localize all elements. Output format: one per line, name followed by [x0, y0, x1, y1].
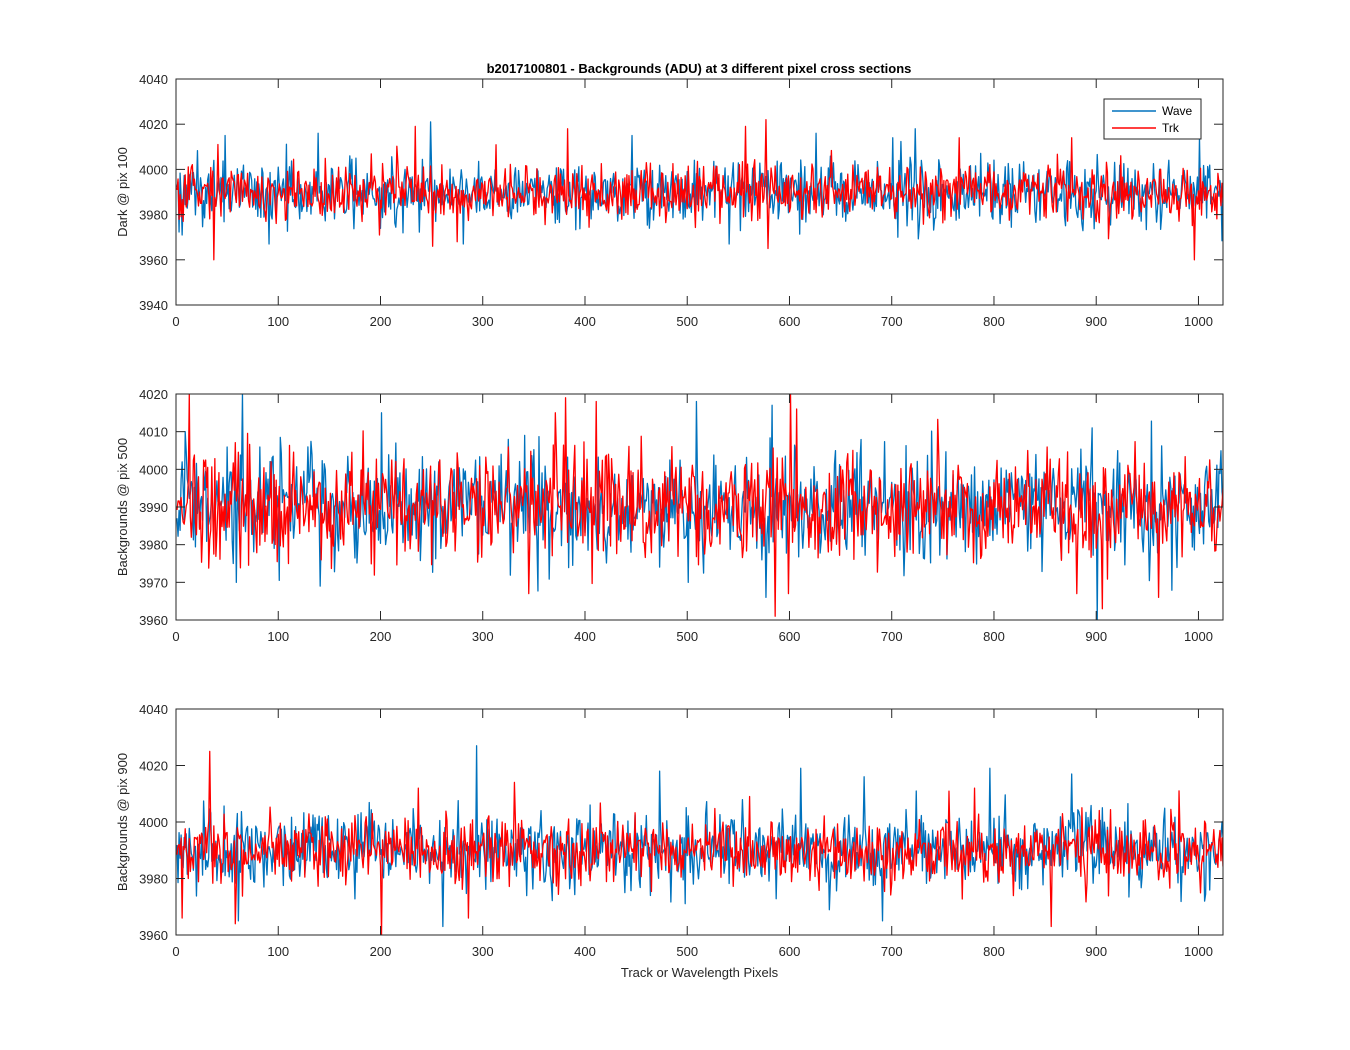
x-tick-label: 100	[267, 944, 289, 959]
y-tick-label: 3940	[139, 298, 168, 313]
x-tick-label: 0	[172, 629, 179, 644]
x-tick-label: 200	[370, 629, 392, 644]
y-tick-label: 4020	[139, 387, 168, 402]
y-tick-label: 3960	[139, 613, 168, 628]
legend: Wave Trk	[1103, 98, 1202, 140]
x-tick-label: 700	[881, 314, 903, 329]
y-tick-label: 3970	[139, 575, 168, 590]
x-tick-label: 200	[370, 944, 392, 959]
x-axis-label: Track or Wavelength Pixels	[621, 965, 779, 980]
x-tick-label: 0	[172, 944, 179, 959]
x-tick-label: 800	[983, 629, 1005, 644]
x-tick-label: 800	[983, 314, 1005, 329]
x-tick-label: 0	[172, 314, 179, 329]
figure-title: b2017100801 - Backgrounds (ADU) at 3 dif…	[487, 61, 912, 76]
y-tick-label: 3960	[139, 928, 168, 943]
x-tick-label: 1000	[1184, 314, 1213, 329]
x-tick-label: 1000	[1184, 629, 1213, 644]
subplot-dark-pix-100: 0 100 200 300 400 500 600 700 800 900 1000 3940 3960…	[115, 72, 1224, 329]
x-tick-label: 200	[370, 314, 392, 329]
series-group	[176, 745, 1223, 935]
x-tick-label: 900	[1085, 944, 1107, 959]
x-tick-label: 100	[267, 314, 289, 329]
y-tick-label: 4040	[139, 702, 168, 717]
series-line-trk	[176, 750, 1223, 935]
series-line-trk	[176, 394, 1223, 617]
legend-box	[1103, 98, 1202, 140]
x-tick-label: 700	[881, 944, 903, 959]
y-axis-label: Backgrounds @ pix 900	[115, 753, 130, 891]
x-tick-label: 900	[1085, 629, 1107, 644]
y-tick-label: 4000	[139, 815, 168, 830]
x-tick-label: 700	[881, 629, 903, 644]
axes-box	[175, 78, 1224, 306]
x-tick-label: 600	[779, 629, 801, 644]
x-tick-label: 1000	[1184, 944, 1213, 959]
legend-label-trk: Trk	[1162, 121, 1180, 135]
subplot-backgrounds-pix-900: 0 100 200 300 400 500 600 700 800 900 1000 3960 3980…	[115, 702, 1224, 980]
y-axis-label: Dark @ pix 100	[115, 147, 130, 237]
y-tick-label: 3980	[139, 538, 168, 553]
x-tick-label: 400	[574, 629, 596, 644]
x-tick-label: 500	[676, 629, 698, 644]
x-tick-label: 400	[574, 944, 596, 959]
x-tick-label: 300	[472, 314, 494, 329]
y-tick-label: 4040	[139, 72, 168, 87]
series-group	[176, 394, 1223, 620]
y-tick-label: 4020	[139, 117, 168, 132]
x-tick-label: 300	[472, 629, 494, 644]
y-axis-label: Backgrounds @ pix 500	[115, 438, 130, 576]
x-tick-label: 600	[779, 944, 801, 959]
series-line-trk	[176, 119, 1223, 261]
y-tick-label: 4000	[139, 462, 168, 477]
legend-label-wave: Wave	[1162, 104, 1193, 118]
series-group	[176, 119, 1223, 261]
x-tick-label: 900	[1085, 314, 1107, 329]
x-tick-label: 500	[676, 944, 698, 959]
y-tick-label: 4000	[139, 162, 168, 177]
x-tick-label: 300	[472, 944, 494, 959]
x-tick-label: 500	[676, 314, 698, 329]
y-tick-label: 3980	[139, 872, 168, 887]
y-tick-label: 4020	[139, 759, 168, 774]
plot-area	[176, 709, 1223, 935]
x-tick-label: 600	[779, 314, 801, 329]
y-tick-label: 4010	[139, 425, 168, 440]
x-tick-label: 100	[267, 629, 289, 644]
x-tick-label: 400	[574, 314, 596, 329]
x-tick-label: 800	[983, 944, 1005, 959]
y-tick-label: 3990	[139, 500, 168, 515]
y-tick-label: 3980	[139, 208, 168, 223]
subplot-backgrounds-pix-500: 0 100 200 300 400 500 600 700 800 900 1000 3960 3970…	[115, 387, 1224, 644]
y-tick-label: 3960	[139, 253, 168, 268]
